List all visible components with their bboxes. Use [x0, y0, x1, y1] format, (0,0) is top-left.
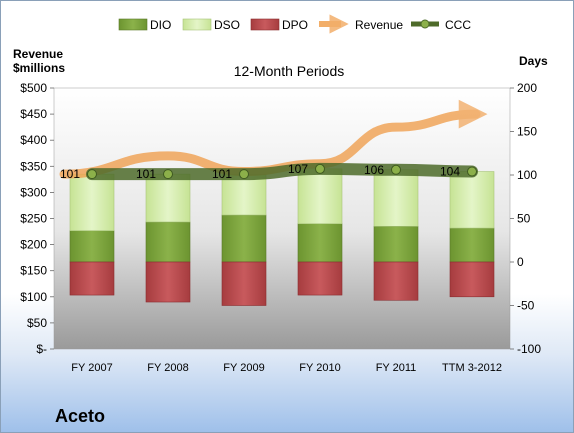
- x-axis-category-label: TTM 3-2012: [442, 362, 502, 374]
- legend-item-revenue: Revenue: [319, 14, 403, 34]
- bar-dpo: [69, 261, 115, 296]
- right-axis-tick-label: 200: [517, 81, 537, 95]
- left-axis-title-line2: $millions: [13, 61, 65, 75]
- bar-dpo: [145, 261, 191, 303]
- left-axis-tick-label: $300: [20, 185, 47, 199]
- ccc-point: [315, 163, 325, 174]
- right-axis-tick-label: 150: [517, 125, 537, 139]
- legend-swatch-dso: [182, 18, 212, 31]
- bar-dio: [69, 230, 115, 263]
- bar-dio: [145, 221, 191, 263]
- ccc-data-label: 107: [288, 162, 308, 176]
- x-axis-category-label: FY 2009: [223, 362, 264, 374]
- legend-marker-ccc: [420, 19, 430, 29]
- ccc-point: [87, 169, 97, 180]
- legend-item-ccc: CCC: [411, 18, 471, 32]
- bar-dso: [69, 173, 115, 231]
- ccc-point: [239, 169, 249, 180]
- right-axis-title: Days: [519, 54, 548, 68]
- bar-dio: [449, 227, 495, 263]
- right-axis-tick-label: -50: [517, 299, 535, 313]
- ccc-data-label: 106: [364, 163, 384, 177]
- left-axis-tick-label: $100: [20, 290, 47, 304]
- bar-dso: [373, 169, 419, 227]
- ccc-point: [163, 169, 173, 180]
- bar-dio: [297, 223, 343, 263]
- ccc-point: [391, 164, 401, 175]
- ccc-data-label: 101: [136, 167, 156, 181]
- bar-dpo: [449, 261, 495, 298]
- left-axis-tick-label: $500: [20, 81, 47, 95]
- ccc-data-label: 101: [60, 167, 80, 181]
- right-axis-tick-label: -100: [517, 342, 541, 356]
- left-axis-title-line1: Revenue: [13, 47, 63, 61]
- bar-dso: [449, 171, 495, 229]
- right-axis-tick-label: 100: [517, 168, 537, 182]
- bars: [69, 168, 495, 306]
- right-axis-tick-label: 0: [517, 255, 524, 269]
- axes: $- $50 $100 $150 $200 $250 $300 $350 $400 $450 $50…: [20, 81, 541, 374]
- left-axis-tick-label: $200: [20, 238, 47, 252]
- left-axis-tick-label: $150: [20, 264, 47, 278]
- bar-dpo: [373, 261, 419, 301]
- bar-dso: [221, 173, 267, 216]
- legend-label-dso: DSO: [214, 18, 240, 32]
- left-axis-tick-label: $250: [20, 212, 47, 226]
- bar-dpo: [221, 261, 267, 306]
- right-axis-tick-label: 50: [517, 212, 531, 226]
- left-axis-tick-label: $-: [36, 342, 47, 356]
- ccc-data-label: 101: [212, 167, 232, 181]
- ccc-data-label: 104: [440, 165, 460, 179]
- left-axis-tick-label: $50: [27, 316, 47, 330]
- chart-subtitle: 12-Month Periods: [234, 63, 345, 79]
- left-axis-tick-label: $450: [20, 107, 47, 121]
- legend-swatch-dpo: [250, 18, 280, 31]
- x-axis-category-label: FY 2010: [299, 362, 340, 374]
- x-axis-category-label: FY 2007: [71, 362, 112, 374]
- legend-label-revenue: Revenue: [355, 18, 403, 32]
- plot-area: [53, 87, 511, 350]
- legend-item-dso: DSO: [182, 18, 240, 32]
- lines: [59, 99, 488, 181]
- bar-dio: [221, 214, 267, 263]
- legend-label-dpo: DPO: [282, 18, 308, 32]
- data-labels: 101 101 101 107 106 104: [60, 162, 460, 181]
- ccc-point: [467, 166, 477, 177]
- ccc-line: [86, 162, 478, 181]
- company-name: Aceto: [55, 406, 106, 426]
- bar-dso: [145, 173, 191, 223]
- legend-swatch-dio: [118, 18, 148, 31]
- legend-label-dio: DIO: [150, 18, 171, 32]
- legend-item-dio: DIO: [118, 18, 171, 32]
- bar-dso: [297, 168, 343, 225]
- bar-dio: [373, 226, 419, 263]
- x-axis-category-label: FY 2008: [147, 362, 188, 374]
- left-axis-tick-label: $400: [20, 133, 47, 147]
- legend-label-ccc: CCC: [445, 18, 471, 32]
- legend: DIO DSO DPO Revenue CCC: [118, 14, 471, 34]
- x-axis-category-label: FY 2011: [376, 362, 417, 374]
- bar-dpo: [297, 261, 343, 296]
- legend-item-dpo: DPO: [250, 18, 308, 32]
- left-axis-tick-label: $350: [20, 159, 47, 173]
